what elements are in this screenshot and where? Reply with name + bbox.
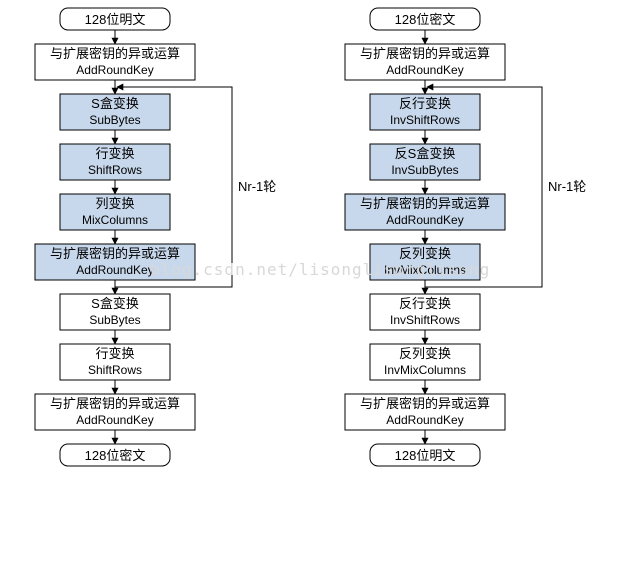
flow-node: 反行变换 InvShiftRows	[370, 294, 480, 330]
flow-node: 128位明文	[60, 8, 170, 30]
svg-text:与扩展密钥的异或运算: 与扩展密钥的异或运算	[50, 46, 180, 61]
flow-node: 列变换 MixColumns	[60, 194, 170, 230]
svg-text:ShiftRows: ShiftRows	[88, 163, 142, 177]
svg-text:InvSubBytes: InvSubBytes	[391, 163, 458, 177]
loop-label: Nr-1轮	[548, 179, 586, 194]
svg-text:128位密文: 128位密文	[85, 448, 146, 463]
flow-node: 128位密文	[60, 444, 170, 466]
flow-node: 与扩展密钥的异或运算 AddRoundKey	[345, 394, 505, 430]
svg-text:AddRoundKey: AddRoundKey	[76, 263, 153, 277]
loop-label: Nr-1轮	[238, 179, 276, 194]
svg-text:MixColumns: MixColumns	[82, 213, 148, 227]
svg-text:S盒变换: S盒变换	[91, 96, 139, 111]
flow-node: 反行变换 InvShiftRows	[370, 94, 480, 130]
svg-text:128位明文: 128位明文	[395, 448, 456, 463]
svg-text:列变换: 列变换	[95, 196, 134, 211]
flow-node: 与扩展密钥的异或运算 AddRoundKey	[35, 394, 195, 430]
svg-text:行变换: 行变换	[95, 346, 134, 361]
svg-text:S盒变换: S盒变换	[91, 296, 139, 311]
svg-text:AddRoundKey: AddRoundKey	[386, 413, 463, 427]
svg-text:AddRoundKey: AddRoundKey	[386, 213, 463, 227]
svg-text:与扩展密钥的异或运算: 与扩展密钥的异或运算	[360, 396, 490, 411]
svg-text:SubBytes: SubBytes	[89, 113, 140, 127]
svg-text:InvShiftRows: InvShiftRows	[390, 113, 460, 127]
svg-text:InvShiftRows: InvShiftRows	[390, 313, 460, 327]
flow-node: 128位密文	[370, 8, 480, 30]
svg-text:AddRoundKey: AddRoundKey	[76, 63, 153, 77]
flow-node: S盒变换 SubBytes	[60, 294, 170, 330]
svg-text:与扩展密钥的异或运算: 与扩展密钥的异或运算	[360, 196, 490, 211]
svg-text:与扩展密钥的异或运算: 与扩展密钥的异或运算	[50, 396, 180, 411]
flow-node: 反列变换 InvMixColumns	[370, 344, 480, 380]
svg-text:反行变换: 反行变换	[399, 296, 451, 311]
svg-text:InvMixColumns: InvMixColumns	[384, 363, 466, 377]
flow-node: S盒变换 SubBytes	[60, 94, 170, 130]
svg-text:SubBytes: SubBytes	[89, 313, 140, 327]
svg-text:AddRoundKey: AddRoundKey	[76, 413, 153, 427]
svg-text:AddRoundKey: AddRoundKey	[386, 63, 463, 77]
svg-text:反列变换: 反列变换	[399, 246, 451, 261]
flow-node: 与扩展密钥的异或运算 AddRoundKey	[345, 44, 505, 80]
svg-text:反列变换: 反列变换	[399, 346, 451, 361]
watermark-text: blog.csdn.net/lisonglisonglisong	[150, 260, 490, 279]
svg-text:行变换: 行变换	[95, 146, 134, 161]
flowchart-svg: 128位明文与扩展密钥的异或运算AddRoundKeyS盒变换SubBytes行…	[0, 0, 625, 571]
svg-text:反行变换: 反行变换	[399, 96, 451, 111]
svg-text:反S盒变换: 反S盒变换	[395, 146, 456, 161]
svg-text:128位密文: 128位密文	[395, 12, 456, 27]
svg-text:与扩展密钥的异或运算: 与扩展密钥的异或运算	[360, 46, 490, 61]
flow-node: 行变换 ShiftRows	[60, 144, 170, 180]
flow-node: 反S盒变换 InvSubBytes	[370, 144, 480, 180]
svg-text:128位明文: 128位明文	[85, 12, 146, 27]
svg-text:与扩展密钥的异或运算: 与扩展密钥的异或运算	[50, 246, 180, 261]
flow-node: 行变换 ShiftRows	[60, 344, 170, 380]
flow-node: 与扩展密钥的异或运算 AddRoundKey	[35, 44, 195, 80]
flow-node: 与扩展密钥的异或运算 AddRoundKey	[345, 194, 505, 230]
svg-text:ShiftRows: ShiftRows	[88, 363, 142, 377]
flow-node: 128位明文	[370, 444, 480, 466]
